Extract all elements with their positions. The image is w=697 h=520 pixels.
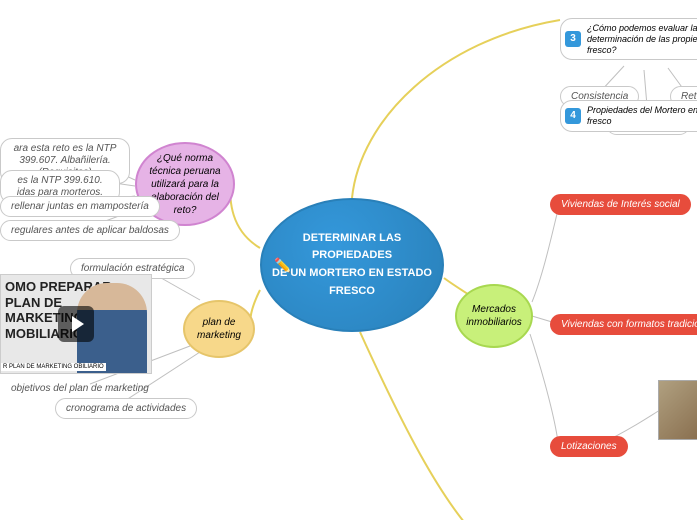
- pencil-icon: ✏️: [274, 254, 291, 276]
- center-line-2: DE UN MORTERO EN ESTADO: [272, 265, 432, 283]
- numpill-n4[interactable]: 4 Propiedades del Mortero en estado fresc…: [560, 100, 697, 132]
- numpill-n3[interactable]: 3 ¿Cómo podemos evaluar la calidad de det…: [560, 18, 697, 60]
- video-brand: R PLAN DE MARKETING OBILIARIO: [1, 363, 106, 371]
- video-thumbnail[interactable]: OMO PREPARAR PLAN DE MARKETING MOBILIARI…: [0, 274, 152, 374]
- numpill-text-n4: Propiedades del Mortero en estado fresco: [587, 105, 697, 126]
- pill-regulares[interactable]: regulares antes de aplicar baldosas: [0, 220, 180, 241]
- sub-plan-label: plan de marketing: [191, 316, 247, 342]
- center-line-3: FRESCO: [329, 283, 375, 301]
- pill-objetivos[interactable]: objetivos del plan de marketing: [0, 378, 160, 399]
- pill-vivsocial[interactable]: Viviendas de Interés social: [550, 194, 691, 215]
- sub-plan-marketing[interactable]: plan de marketing: [183, 300, 255, 358]
- pill-vivtrad[interactable]: Viviendas con formatos tradicionales: [550, 314, 697, 335]
- sub-mercados-label: Mercados inmobiliarios: [463, 303, 525, 329]
- numpill-text-n3: ¿Cómo podemos evaluar la calidad de dete…: [587, 23, 697, 55]
- pill-cronograma[interactable]: cronograma de actividades: [55, 398, 197, 419]
- lotizaciones-image: [658, 380, 697, 440]
- pill-rellenar[interactable]: rellenar juntas en mampostería: [0, 196, 160, 217]
- center-topic[interactable]: ✏️ DETERMINAR LAS PROPIEDADES DE UN MORT…: [260, 198, 444, 332]
- num-badge-3: 3: [565, 31, 581, 47]
- play-icon: [58, 306, 94, 342]
- num-badge-4: 4: [565, 108, 581, 124]
- pill-lot[interactable]: Lotizaciones: [550, 436, 628, 457]
- sub-mercados[interactable]: Mercados inmobiliarios: [455, 284, 533, 348]
- center-line-1: DETERMINAR LAS PROPIEDADES: [272, 230, 432, 265]
